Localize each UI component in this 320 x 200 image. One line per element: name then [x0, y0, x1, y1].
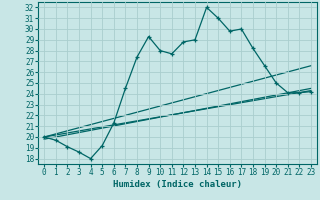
X-axis label: Humidex (Indice chaleur): Humidex (Indice chaleur): [113, 180, 242, 189]
